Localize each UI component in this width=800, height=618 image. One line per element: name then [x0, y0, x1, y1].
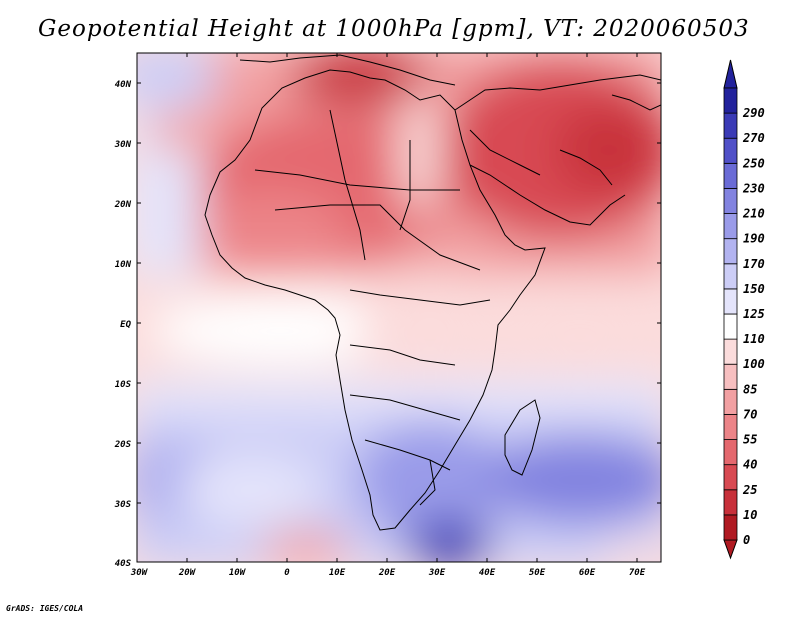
geopotential-field: [137, 53, 661, 562]
colorbar-label: 250: [742, 156, 765, 170]
lat-label-eq: EQ: [120, 320, 131, 330]
colorbar-label: 70: [743, 407, 757, 421]
colorbar-label: 190: [743, 232, 765, 246]
lon-label-50e: 50E: [529, 568, 546, 578]
colorbar-box: [723, 313, 738, 340]
colorbar-box: [723, 238, 738, 265]
colorbar-box: [723, 137, 738, 164]
lon-label-60e: 60E: [579, 568, 596, 578]
lat-label-20s: 20S: [114, 440, 132, 450]
colorbar-box: [723, 112, 738, 139]
colorbar-box: [723, 439, 738, 466]
lon-label-10e: 10E: [329, 568, 346, 578]
latitude-axis: [137, 82, 661, 504]
lat-label-40n: 40N: [115, 80, 132, 90]
colorbar-label: 25: [742, 483, 757, 497]
map-figure: 40N 30N 20N 10N EQ 10S 20S 30S 40S 30W 2…: [114, 52, 765, 578]
colorbar-box: [723, 414, 738, 440]
colorbar-box: [723, 263, 738, 290]
colorbar-label: 100: [743, 357, 765, 371]
colorbar-box: [723, 87, 738, 114]
lat-label-20n: 20N: [114, 200, 132, 210]
lat-label-10n: 10N: [115, 260, 132, 270]
lon-label-40e: 40E: [479, 568, 496, 578]
colorbar-label: 0: [743, 533, 750, 547]
lon-label-20w: 20W: [178, 568, 197, 578]
colorbar-label: 40: [743, 458, 757, 472]
colorbar-label: 270: [742, 131, 765, 145]
lon-label-30w: 30W: [130, 568, 149, 578]
colorbar-label: 110: [743, 332, 765, 346]
colorbar-box: [723, 213, 738, 240]
lon-label-0: 0: [284, 568, 290, 578]
lon-label-70e: 70E: [629, 568, 646, 578]
colorbar-label: 230: [742, 181, 765, 195]
colorbar-label: 55: [743, 433, 757, 447]
colorbar-label: 170: [743, 257, 765, 271]
map-title: Geopotential Height at 1000hPa [gpm], VT…: [38, 16, 750, 42]
colorbar-label: 10: [743, 508, 757, 522]
colorbar-label: 125: [743, 307, 765, 321]
colorbar-box: [723, 489, 738, 516]
colorbar-label: 150: [743, 282, 765, 296]
colorbar: 0 10 25 40 55 70 85 100 110 125 150 170 190 210 230 250…: [723, 59, 765, 560]
grads-credit: GrADS: IGES/COLA: [6, 604, 84, 613]
coastlines: [204, 54, 661, 531]
colorbar-box: [723, 188, 738, 214]
lat-label-30s: 30S: [114, 500, 132, 510]
colorbar-box: [723, 514, 738, 541]
colorbar-box: [723, 338, 738, 365]
colorbar-box: [723, 464, 738, 491]
lat-label-10s: 10S: [115, 380, 132, 390]
colorbar-arrow-top: [723, 59, 738, 89]
lat-label-30n: 30N: [114, 140, 132, 150]
colorbar-label: 210: [742, 207, 765, 221]
colorbar-label: 85: [743, 382, 757, 396]
colorbar-arrow-bottom: [723, 539, 738, 560]
lon-label-20e: 20E: [378, 568, 396, 578]
colorbar-box: [723, 363, 738, 390]
lon-label-30e: 30E: [428, 568, 446, 578]
map-frame: [136, 52, 662, 563]
colorbar-box: [723, 388, 738, 415]
colorbar-box: [723, 288, 738, 315]
lon-label-10w: 10W: [229, 568, 247, 578]
lat-label-40s: 40S: [115, 559, 132, 569]
colorbar-label: 290: [742, 106, 765, 120]
longitude-axis: [186, 53, 638, 562]
colorbar-box: [723, 162, 738, 189]
